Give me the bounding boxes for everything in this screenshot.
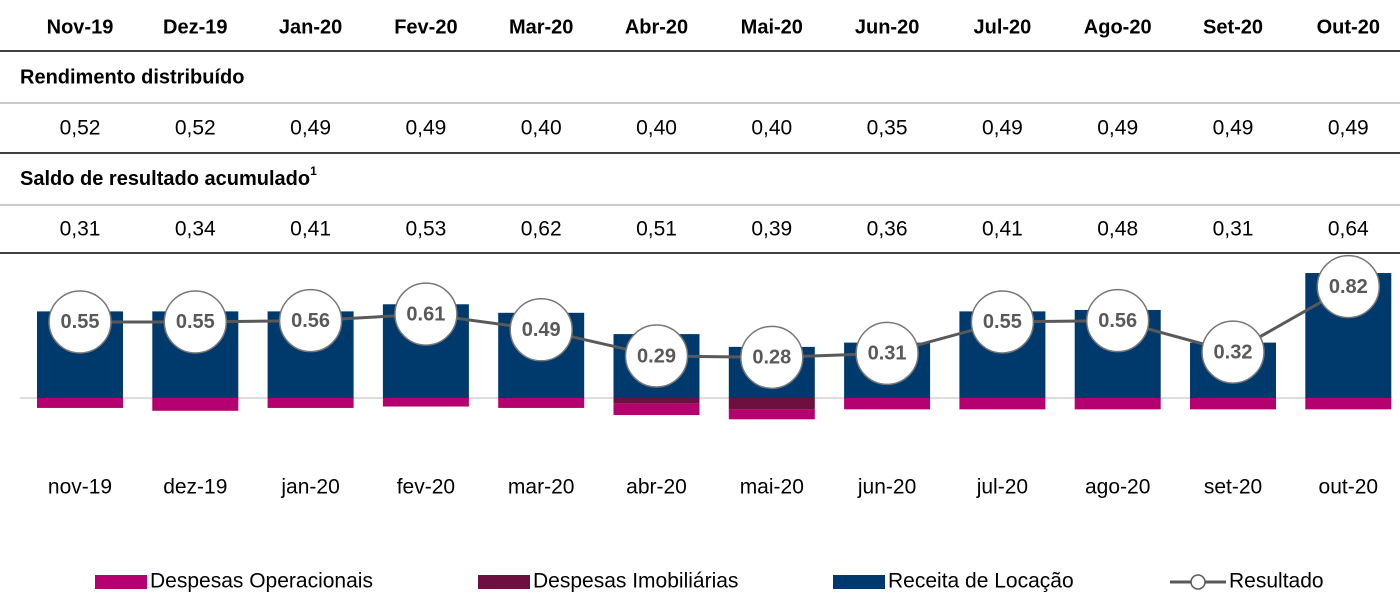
table-value: 0,36 — [867, 218, 908, 241]
table-value: 0,52 — [60, 117, 101, 140]
point — [970, 290, 1035, 354]
data-label: 0.31 — [868, 343, 907, 365]
section-title: Saldo de resultado acumulado1 — [20, 164, 317, 190]
point — [1316, 254, 1381, 319]
table-value: 0,34 — [175, 218, 216, 241]
point — [1085, 288, 1150, 353]
column-header: Out-20 — [1317, 16, 1380, 38]
bar — [844, 398, 931, 410]
column-header: Nov-19 — [47, 16, 114, 38]
table-value: 0,49 — [982, 117, 1023, 140]
x-tick-label: fev-20 — [397, 476, 455, 499]
point — [1201, 320, 1265, 384]
data-label: 0.61 — [406, 303, 445, 325]
footnote-mark: 1 — [310, 164, 317, 178]
data-label: 0.55 — [176, 311, 215, 333]
table-value: 0,31 — [1213, 218, 1254, 241]
data-label: 0.29 — [637, 345, 676, 367]
bar — [613, 398, 700, 404]
point — [740, 325, 804, 390]
column-header: Jul-20 — [973, 16, 1031, 38]
point — [163, 290, 228, 354]
x-tick-label: dez-19 — [163, 476, 227, 499]
x-tick-label: ago-20 — [1085, 476, 1150, 499]
bar — [1074, 398, 1161, 410]
point — [855, 321, 919, 386]
column-header: Mai-20 — [741, 16, 803, 38]
table-value: 0,53 — [405, 218, 446, 241]
point — [394, 282, 458, 346]
x-tick-label: abr-20 — [626, 476, 687, 499]
bar — [37, 398, 123, 408]
table-value: 0,49 — [1328, 117, 1369, 140]
column-header: Set-20 — [1203, 16, 1263, 38]
x-tick-label: mai-20 — [740, 476, 804, 499]
bar — [728, 398, 815, 410]
section-title: Rendimento distribuído — [20, 66, 244, 88]
table-value: 0,41 — [982, 218, 1023, 241]
table-value: 0,49 — [1097, 117, 1138, 140]
table-value: 0,52 — [175, 117, 216, 140]
table-value: 0,39 — [751, 218, 792, 241]
column-header: Mar-20 — [509, 16, 573, 38]
data-label: 0.28 — [752, 347, 791, 369]
bar — [613, 403, 700, 416]
point — [509, 298, 573, 362]
x-tick-label: nov-19 — [48, 476, 112, 499]
table-value: 0,62 — [521, 218, 562, 241]
legend-label: Resultado — [1229, 570, 1324, 593]
table-value: 0,40 — [751, 117, 792, 140]
table-value: 0,48 — [1097, 218, 1138, 241]
section-title-text: Saldo de resultado acumulado — [20, 168, 310, 190]
data-label: 0.32 — [1214, 341, 1253, 363]
point — [278, 288, 343, 353]
bar — [267, 398, 354, 408]
table-value: 0,31 — [60, 218, 101, 241]
column-header: Jun-20 — [855, 16, 919, 38]
legend-label: Receita de Locação — [888, 570, 1074, 593]
column-header: Ago-20 — [1084, 16, 1152, 38]
bar — [498, 398, 585, 408]
column-header: Dez-19 — [163, 16, 227, 38]
table-value: 0,40 — [636, 117, 677, 140]
point — [624, 324, 689, 388]
x-tick-label: out-20 — [1319, 476, 1379, 499]
data-label: 0.49 — [522, 319, 561, 341]
column-header: Fev-20 — [394, 16, 457, 38]
bar — [382, 398, 469, 407]
table-value: 0,49 — [1213, 117, 1254, 140]
table-value: 0,49 — [290, 117, 331, 140]
x-tick-label: set-20 — [1204, 476, 1262, 499]
x-tick-label: mar-20 — [508, 476, 575, 499]
bar — [959, 398, 1046, 410]
legend-label: Despesas Imobiliárias — [533, 570, 738, 593]
bar — [152, 398, 239, 411]
legend-swatch — [478, 575, 530, 589]
data-label: 0.56 — [1098, 310, 1137, 332]
table-value: 0,35 — [867, 117, 908, 140]
legend-swatch — [833, 575, 885, 589]
x-tick-label: jun-20 — [857, 476, 916, 499]
data-label: 0.56 — [291, 310, 330, 332]
bar — [1305, 398, 1392, 410]
data-label: 0.55 — [983, 311, 1022, 333]
bar — [728, 409, 815, 420]
data-label: 0.55 — [61, 311, 100, 333]
column-header: Abr-20 — [625, 16, 688, 38]
table-value: 0,41 — [290, 218, 331, 241]
legend-swatch — [95, 575, 147, 589]
point — [48, 290, 112, 354]
x-tick-label: jan-20 — [280, 476, 339, 499]
legend-label: Despesas Operacionais — [150, 570, 373, 593]
table-value: 0,64 — [1328, 218, 1369, 241]
column-header: Jan-20 — [279, 16, 342, 38]
x-tick-label: jul-20 — [976, 476, 1028, 499]
bar — [1190, 398, 1276, 410]
table-value: 0,49 — [405, 117, 446, 140]
legend-swatch — [1190, 574, 1206, 590]
table-value: 0,40 — [521, 117, 562, 140]
table-value: 0,51 — [636, 218, 677, 241]
data-label: 0.82 — [1329, 276, 1368, 298]
